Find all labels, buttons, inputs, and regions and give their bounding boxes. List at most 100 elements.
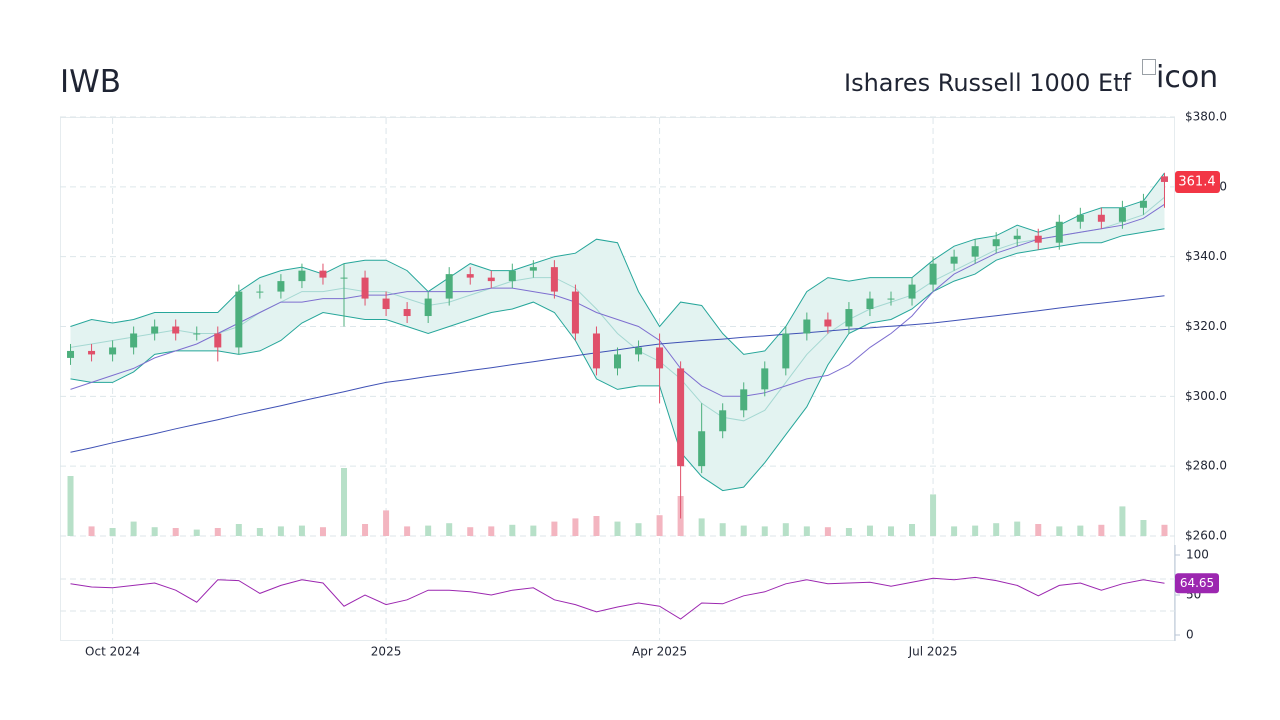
volume-bar bbox=[1014, 521, 1021, 536]
volume-bar bbox=[972, 525, 979, 536]
candle-body bbox=[929, 263, 937, 285]
candle-body bbox=[88, 350, 96, 355]
candle-body bbox=[635, 347, 643, 355]
volume-bar bbox=[193, 529, 200, 536]
x-tick-label: Oct 2024 bbox=[85, 645, 140, 659]
volume-bar bbox=[341, 468, 348, 536]
volume-bar bbox=[1077, 525, 1084, 536]
volume-bar bbox=[235, 524, 242, 536]
volume-bar bbox=[951, 526, 958, 536]
band-middle bbox=[70, 196, 1165, 422]
volume-bar bbox=[887, 526, 894, 536]
volume-bar bbox=[467, 527, 474, 536]
candle-body bbox=[1160, 176, 1168, 182]
volume-bar bbox=[67, 476, 74, 536]
volume-bar bbox=[214, 528, 221, 536]
y-tick-label: 100 bbox=[1186, 548, 1209, 562]
candle-body bbox=[151, 326, 159, 334]
volume-bar bbox=[761, 526, 768, 536]
candle-body bbox=[361, 277, 369, 299]
candle-body bbox=[340, 277, 348, 279]
candle-body bbox=[803, 319, 811, 334]
candle-body bbox=[908, 284, 916, 299]
volume-bar bbox=[803, 526, 810, 536]
volume-bar bbox=[698, 518, 705, 536]
x-tick-label: Jul 2025 bbox=[908, 645, 958, 659]
volume-bar bbox=[909, 524, 916, 536]
volume-bar bbox=[130, 521, 137, 536]
volume-bar bbox=[1140, 520, 1147, 536]
icon-alt: icon bbox=[1156, 60, 1219, 95]
candle-body bbox=[824, 319, 832, 327]
candle-body bbox=[235, 291, 243, 348]
candle-body bbox=[1139, 200, 1147, 208]
volume-bar bbox=[1035, 524, 1042, 536]
volume-bar bbox=[172, 528, 179, 536]
rsi-line bbox=[70, 576, 1165, 620]
y-tick-label: $380.0 bbox=[1185, 110, 1227, 124]
volume-bar bbox=[404, 526, 411, 536]
broken-image bbox=[1142, 59, 1156, 75]
candle-body bbox=[1097, 214, 1105, 222]
volume-bar bbox=[446, 523, 453, 536]
y-tick-label: 0 bbox=[1186, 628, 1194, 642]
band-upper bbox=[70, 172, 1165, 355]
candle-body bbox=[424, 298, 432, 317]
candle-body bbox=[550, 267, 558, 292]
y-tick-label: $280.0 bbox=[1185, 459, 1227, 473]
volume-bar bbox=[1161, 524, 1168, 536]
symbol: IWB bbox=[60, 64, 122, 100]
volume-bar bbox=[362, 524, 369, 536]
volume-bar bbox=[425, 525, 432, 536]
candle-body bbox=[950, 256, 958, 264]
volume-bar bbox=[930, 494, 937, 536]
y-tick-label: $340.0 bbox=[1185, 249, 1227, 263]
last-price-box bbox=[1175, 170, 1220, 193]
volume-bar bbox=[824, 527, 831, 536]
candle-body bbox=[719, 410, 727, 432]
candle-body bbox=[592, 333, 600, 369]
volume-bar bbox=[656, 515, 663, 536]
band-fill bbox=[70, 172, 1165, 491]
volume-bar bbox=[572, 518, 579, 536]
volume-bar bbox=[593, 516, 600, 536]
candle-body bbox=[698, 431, 706, 467]
volume-bar bbox=[993, 523, 1000, 536]
candle-body bbox=[319, 270, 327, 278]
candle-body bbox=[740, 389, 748, 411]
fund-name: Ishares Russell 1000 Etf bbox=[843, 69, 1131, 97]
last-price-label: 361.4 bbox=[1178, 174, 1215, 189]
moving-average bbox=[70, 203, 1165, 397]
x-tick-label: Apr 2025 bbox=[632, 645, 687, 659]
volume-bar bbox=[319, 527, 326, 536]
y-tick-label: $260.0 bbox=[1185, 529, 1227, 543]
candle-body bbox=[992, 239, 1000, 247]
y-tick-label: $320.0 bbox=[1185, 319, 1227, 333]
volume-bar bbox=[277, 526, 284, 536]
candle-body bbox=[971, 246, 979, 257]
candle-body bbox=[1013, 235, 1021, 240]
volume-bar bbox=[88, 526, 95, 536]
candle-body bbox=[445, 274, 453, 299]
candle-body bbox=[172, 326, 180, 334]
candle-body bbox=[403, 309, 411, 317]
volume-bar bbox=[256, 528, 263, 536]
volume-bar bbox=[488, 526, 495, 536]
candle-body bbox=[866, 298, 874, 310]
last-rsi-label: 64.65 bbox=[1180, 576, 1214, 590]
volume-bar bbox=[614, 521, 621, 536]
volume-bar bbox=[1119, 506, 1126, 536]
candle-body bbox=[782, 333, 790, 369]
candle-body bbox=[214, 333, 222, 348]
band-lower bbox=[70, 228, 1165, 492]
candle-body bbox=[277, 281, 285, 292]
x-tick-label: 2025 bbox=[371, 645, 402, 659]
volume-bar bbox=[1098, 524, 1105, 536]
candle-body bbox=[193, 333, 201, 335]
candle-body bbox=[761, 368, 769, 390]
candle-body bbox=[1055, 221, 1063, 243]
candle-body bbox=[614, 354, 621, 369]
candle-body bbox=[529, 267, 537, 271]
